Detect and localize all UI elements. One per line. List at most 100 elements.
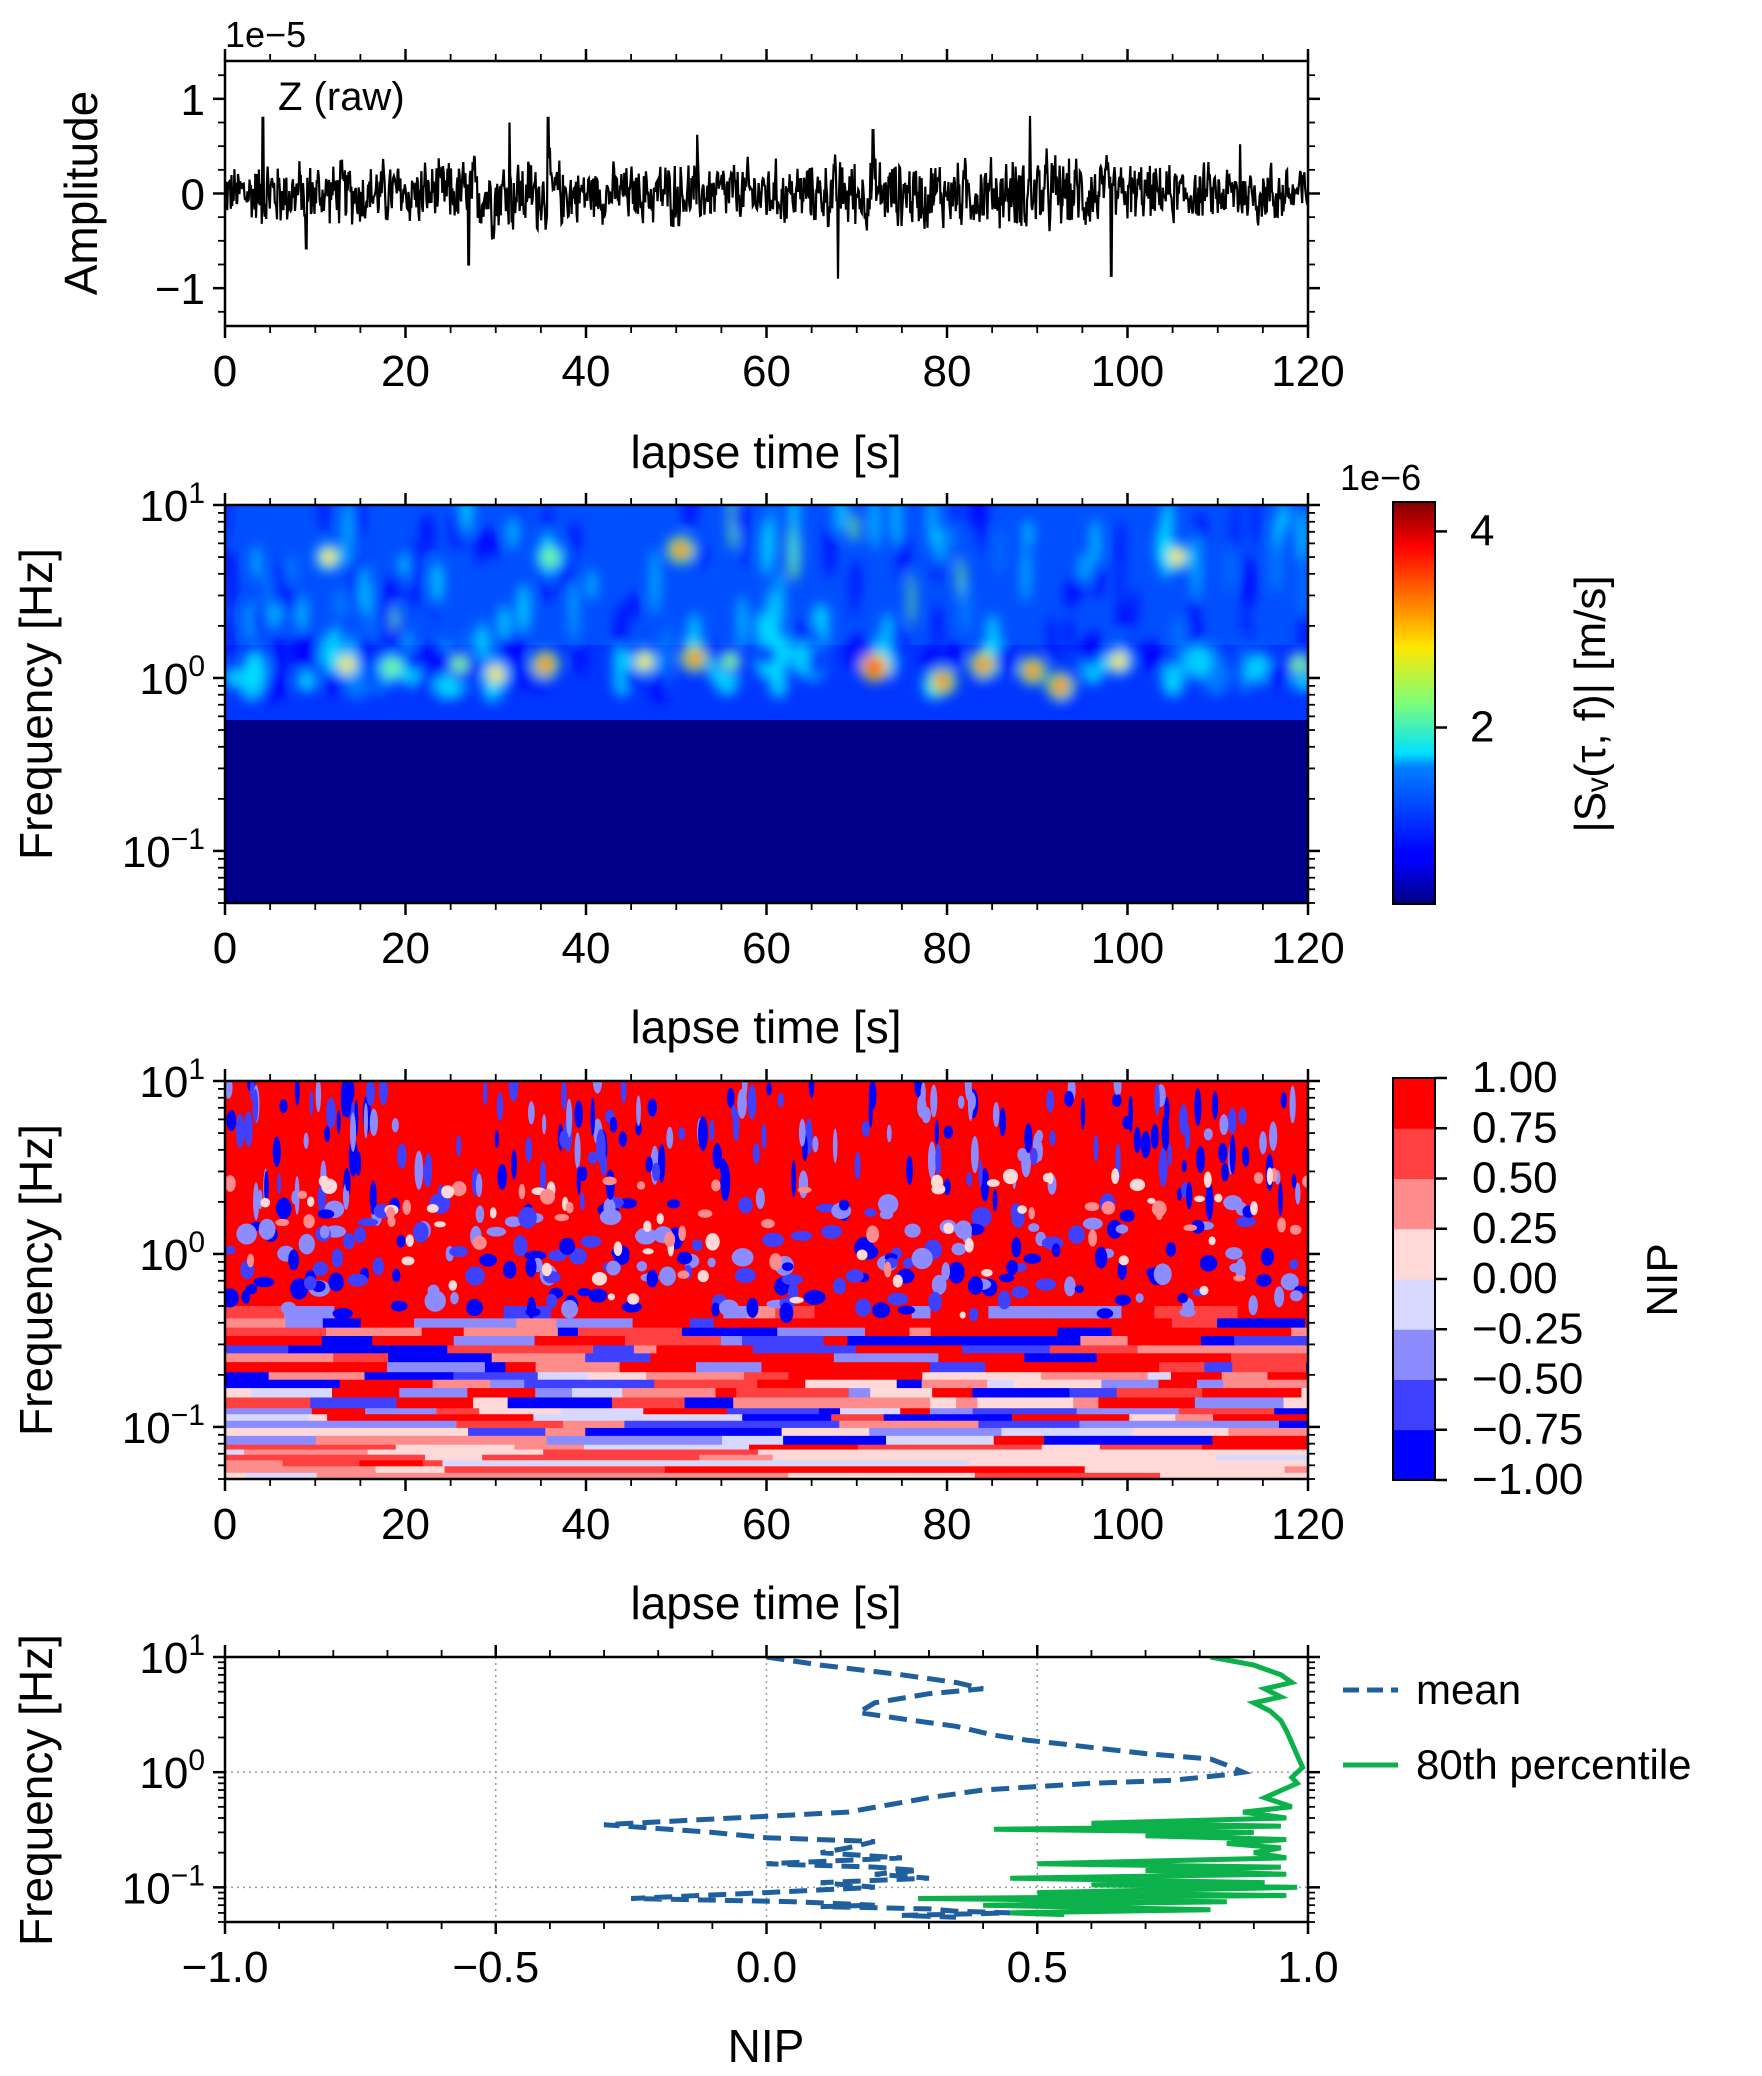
nip-cell — [930, 1326, 1037, 1337]
scalogram-cell — [517, 583, 531, 634]
amplitude-ylabel: Amplitude — [55, 91, 107, 296]
scalogram-cell — [394, 618, 407, 644]
nip-speck — [914, 1081, 923, 1098]
scalogram-colorbar — [1392, 501, 1436, 905]
nip-speck — [656, 1213, 664, 1225]
nip-cell — [1079, 1419, 1140, 1428]
nip-speck — [525, 1307, 541, 1317]
nip-cell — [1196, 1378, 1225, 1389]
nip-speck — [1106, 1219, 1123, 1239]
nip-cell — [978, 1419, 1081, 1428]
nip-cell — [664, 1465, 843, 1473]
nip-speck — [620, 1081, 627, 1104]
nip-speck — [861, 1120, 870, 1137]
nip-speck — [943, 1125, 954, 1139]
nip-speck — [503, 1260, 517, 1279]
nip-speck — [854, 1151, 861, 1180]
nip-speck — [868, 1081, 877, 1110]
nip-cell — [444, 1465, 666, 1473]
nip-cell — [1170, 1371, 1223, 1380]
colorbar-tick-label: 0.00 — [1472, 1254, 1558, 1303]
nip-speck — [1024, 1123, 1033, 1154]
nip-cell — [1012, 1413, 1131, 1421]
x-tick-label: 20 — [381, 1500, 430, 1549]
nip-speck — [235, 1113, 245, 1149]
x-tick-label: 20 — [381, 347, 430, 396]
scalogram-hotspot — [934, 672, 951, 691]
nip-cell — [580, 1396, 614, 1409]
nip-cell — [225, 1465, 377, 1473]
scalogram-cell — [908, 573, 915, 627]
nip-cell — [1044, 1434, 1214, 1445]
nip-speck — [752, 1142, 760, 1164]
nip-speck — [1196, 1145, 1205, 1174]
scalogram-cell — [487, 530, 501, 559]
nip-speck — [737, 1088, 747, 1119]
nip-speck — [288, 1249, 300, 1271]
nip-cell — [577, 1326, 683, 1337]
nip-cell — [327, 1413, 535, 1421]
nip-speck — [1165, 1242, 1176, 1257]
nip-speck — [1111, 1168, 1120, 1185]
nip-cell — [1201, 1443, 1232, 1450]
scalogram-cell — [1063, 617, 1074, 650]
nip-speck — [934, 1119, 940, 1145]
nip-cell — [1015, 1396, 1075, 1409]
scalogram-cell — [1252, 505, 1259, 549]
nip-cell — [225, 1378, 273, 1389]
scalogram-cell — [683, 505, 698, 531]
scalogram-cell — [1299, 558, 1308, 620]
nip-cell — [1234, 1335, 1308, 1346]
nip-speck — [1260, 1248, 1275, 1266]
nip-speck — [309, 1090, 314, 1116]
nip-speck — [402, 1199, 412, 1215]
nip-cell — [1204, 1361, 1234, 1373]
nip-speck — [542, 1114, 547, 1135]
nip-speck — [318, 1175, 330, 1187]
nip-colorbar-segment — [1393, 1379, 1435, 1431]
x-tick-label: 60 — [742, 924, 791, 973]
scalogram-cell — [263, 570, 273, 632]
y-tick-label: 10−1 — [122, 1859, 205, 1913]
scalogram-cell — [899, 629, 906, 685]
nip-cell — [839, 1419, 980, 1428]
nip-speck — [930, 1084, 938, 1118]
scalogram-cell — [543, 505, 552, 536]
nip-speck — [576, 1166, 581, 1195]
nip-speck — [528, 1101, 535, 1125]
nip-speck — [244, 1111, 253, 1147]
nip-speck — [1223, 1195, 1243, 1211]
nip-cell — [514, 1443, 586, 1450]
colorbar-tick-label: 1.00 — [1472, 1053, 1558, 1102]
nip-cell — [535, 1361, 556, 1373]
colorbar-tick-label: 0.75 — [1472, 1103, 1558, 1152]
scalogram-cell — [478, 525, 490, 556]
nip-cell — [818, 1407, 841, 1415]
nip-speck — [971, 1135, 979, 1174]
colorbar-tick-label: 0.25 — [1472, 1204, 1558, 1253]
nip-cell — [1057, 1326, 1113, 1337]
nip-cell — [225, 1453, 426, 1461]
nip-speck — [711, 1302, 720, 1317]
scalogram-cell — [897, 529, 907, 584]
nip-speck — [707, 1257, 716, 1268]
scalogram-cell — [407, 542, 422, 608]
nip-speck — [511, 1149, 517, 1180]
nip-speck — [319, 1225, 330, 1239]
nip-cell — [490, 1378, 526, 1389]
scalogram-cell — [761, 521, 772, 578]
scalogram-cell — [1081, 635, 1098, 669]
nip-speck — [697, 1209, 713, 1218]
nip-cell — [1228, 1426, 1308, 1436]
x-tick-label: 100 — [1091, 347, 1164, 396]
nip-speck — [1235, 1258, 1246, 1281]
nip-cell — [424, 1453, 484, 1461]
scalogram-cell — [938, 526, 952, 568]
nip-speck — [1028, 1206, 1035, 1220]
scalogram-cell — [1195, 511, 1207, 545]
nip-cell — [654, 1378, 759, 1389]
nip-cell — [777, 1326, 866, 1337]
scalogram-cell — [570, 580, 577, 642]
nip-cell — [821, 1387, 850, 1398]
nip-speck — [579, 1192, 585, 1211]
